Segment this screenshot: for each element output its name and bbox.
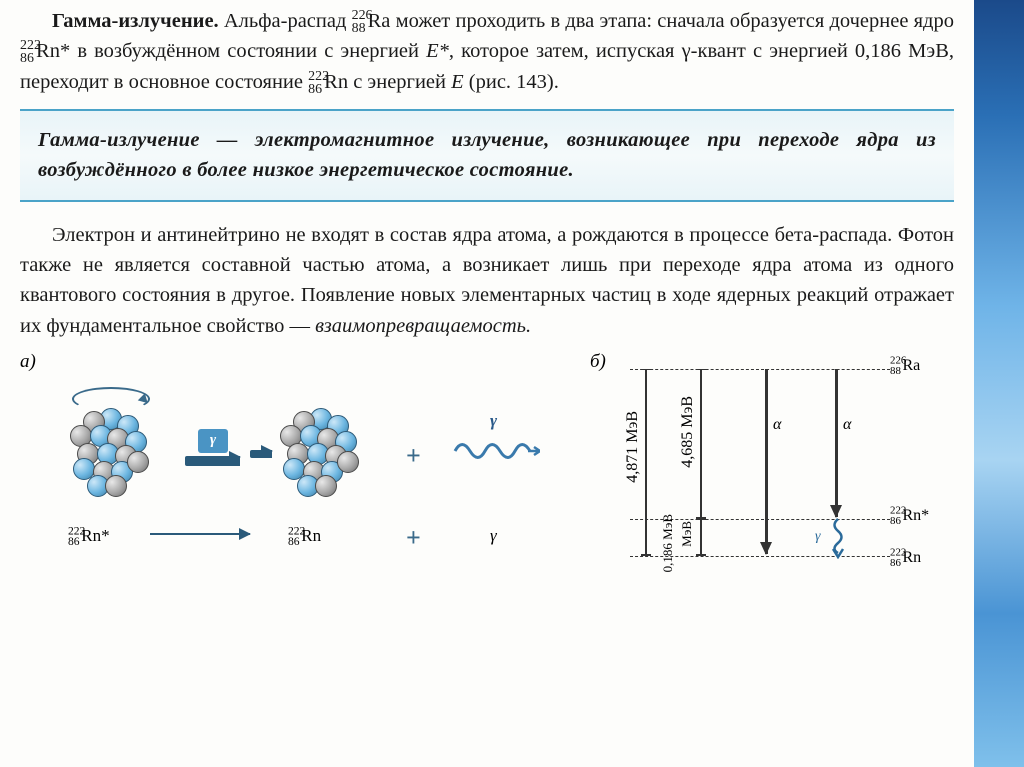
level-ra226 [630, 369, 890, 370]
alpha-arrow-2 [835, 369, 838, 517]
textbook-page: Гамма-излучение. Альфа-распад 22688Ra мо… [0, 0, 974, 767]
gamma-symbol: γ [490, 411, 497, 431]
gamma-arrow-icon [828, 517, 848, 559]
figB-rn-label: 22286Rn [890, 549, 921, 567]
definition-text: Гамма-излучение — электромагнитное излуч… [38, 125, 936, 186]
e-total: 4,871 МэВ [624, 411, 642, 483]
bar-alpha [700, 369, 702, 519]
emission-arrow-icon [185, 456, 240, 466]
slide-border-decoration [974, 0, 1024, 767]
figB-rnstar-label: 22286Rn* [890, 507, 929, 525]
plus-1: + [406, 441, 421, 471]
paragraph-1: Гамма-излучение. Альфа-распад 22688Ra мо… [20, 6, 954, 97]
e-alpha: 4,685 МэВ [679, 396, 697, 468]
gamma-symbol-2: γ [490, 526, 497, 546]
recoil-arrow-icon [250, 450, 272, 458]
nuclide-ra226: 22688Ra [352, 10, 391, 32]
figA-rn-star-label: 22286Rn* [68, 526, 110, 546]
figA-label: а) [20, 351, 36, 373]
nuclide-rn222: 22286Rn [308, 71, 348, 93]
plus-2: + [406, 523, 421, 553]
p1-lead: Гамма-излучение. [52, 10, 219, 32]
figB-label: б) [590, 351, 606, 373]
figure-row: а) 22286Rn* [20, 351, 954, 581]
figA-rn-label: 22286Rn [288, 526, 321, 546]
figure-a: а) 22286Rn* [20, 351, 580, 581]
gamma-wave-icon [450, 436, 540, 466]
definition-box: Гамма-излучение — электромагнитное излуч… [20, 109, 954, 202]
atom-rn-excited [65, 403, 157, 495]
figure-b: б) 4,871 МэВ 4,685 МэВ 0,186 МэВ МэВ α α [590, 351, 954, 581]
bar-gamma [700, 519, 702, 556]
nuclide-rn222-star: 22286Rn* [20, 40, 70, 62]
gamma-badge-icon: γ [198, 429, 228, 453]
alpha-arrow-1 [765, 369, 768, 554]
paragraph-2: Электрон и антинейтрино не входят в сост… [20, 220, 954, 341]
figB-ra-label: 22688Ra [890, 357, 920, 375]
atom-rn-ground [275, 403, 367, 495]
e-gamma: 0,186 МэВ [660, 514, 676, 572]
bar-total [645, 369, 647, 556]
reaction-arrow-icon [150, 533, 250, 535]
